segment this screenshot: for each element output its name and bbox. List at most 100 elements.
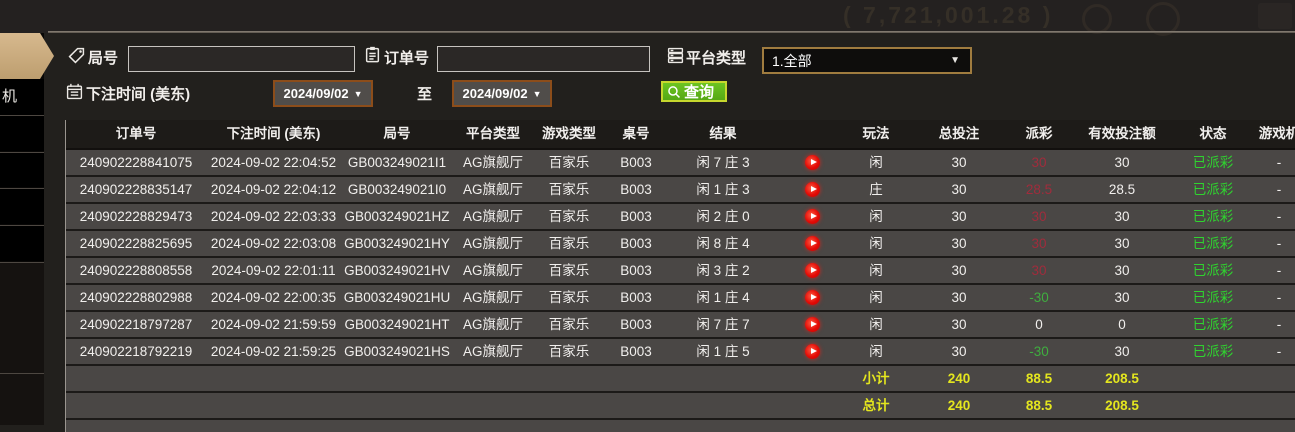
date-from-value: 2024/09/02 <box>283 86 349 101</box>
table-row: 240902228825695 2024-09-02 22:03:08 GB0032… <box>66 231 1295 258</box>
cell-play <box>779 204 845 229</box>
play-video-icon[interactable] <box>804 155 820 170</box>
cell-table-no: B003 <box>620 344 652 359</box>
cell-total-bet: 30 <box>951 236 967 251</box>
header-platform-type: 平台类型 <box>466 126 520 141</box>
cell-status: 已派彩 <box>1192 155 1234 170</box>
sidebar-item[interactable]: 机 <box>0 79 44 115</box>
header-total-bet: 总投注 <box>938 126 980 141</box>
date-from-picker[interactable]: 2024/09/02 ▼ <box>273 80 373 107</box>
faint-coin-icon <box>1082 4 1112 34</box>
sidebar-item-active[interactable] <box>0 33 54 79</box>
platform-type-select[interactable]: 1.全部 ▼ <box>762 47 972 74</box>
order-input[interactable] <box>437 46 650 72</box>
query-button-label: 查询 <box>684 84 715 101</box>
header-round-no: 局号 <box>383 126 411 141</box>
query-button[interactable]: 查询 <box>661 81 727 102</box>
cell-round-no: GB003249021HZ <box>344 209 450 224</box>
cell-play-type: 闲 <box>869 263 883 278</box>
cell-status: 已派彩 <box>1192 317 1234 332</box>
cell-payout: 0 <box>1035 317 1043 332</box>
sidebar-item[interactable] <box>0 152 44 187</box>
sidebar-item[interactable] <box>0 225 44 261</box>
cell-round-no: GB003249021I1 <box>347 155 447 170</box>
cell-result: 闲 7 庄 7 <box>696 317 750 332</box>
cell-table-no: B003 <box>620 182 652 197</box>
cell-result: 闲 1 庄 5 <box>696 344 750 359</box>
cell-total-bet: 30 <box>951 182 967 197</box>
table-row: 240902218792219 2024-09-02 21:59:25 GB0032… <box>66 339 1295 366</box>
chevron-down-icon: ▼ <box>950 55 960 66</box>
cell-play-type: 闲 <box>869 317 883 332</box>
cell-total-bet: 240 <box>947 371 971 386</box>
cell-result <box>667 366 779 391</box>
cell-platform-type: AG旗舰厅 <box>462 236 523 251</box>
cell-game-type: 百家乐 <box>548 344 590 359</box>
cell-bet-time: 2024-09-02 21:59:25 <box>210 344 337 359</box>
cell-game-type: 百家乐 <box>548 236 590 251</box>
cell-play <box>779 393 845 418</box>
play-video-icon[interactable] <box>804 317 820 332</box>
cell-payout: 30 <box>1031 263 1047 278</box>
cell-total-bet: 30 <box>951 155 967 170</box>
play-video-icon[interactable] <box>804 209 820 224</box>
cell-status: 已派彩 <box>1192 182 1234 197</box>
cell-order-no: 240902218792219 <box>79 344 193 359</box>
table-row: 240902228841075 2024-09-02 22:04:52 GB0032… <box>66 150 1295 177</box>
platform-type-value: 1.全部 <box>772 52 812 69</box>
calendar-icon <box>66 83 83 100</box>
divider <box>0 373 44 374</box>
sidebar-item[interactable] <box>0 115 44 151</box>
cell-order-no <box>66 393 206 418</box>
round-input[interactable] <box>128 46 355 72</box>
cell-game-type: 百家乐 <box>548 263 590 278</box>
cell-bet-time: 2024-09-02 22:01:11 <box>211 263 336 278</box>
play-video-icon[interactable] <box>804 236 820 251</box>
cell-platform-type: AG旗舰厅 <box>462 209 523 224</box>
cell-play <box>779 177 845 202</box>
cell-order-no: 240902228829473 <box>79 209 193 224</box>
cell-order-no: 240902228808558 <box>79 263 193 278</box>
cell-order-no <box>66 366 206 391</box>
chevron-down-icon: ▼ <box>532 88 542 99</box>
cell-round-no: GB003249021HV <box>344 263 450 278</box>
header-play <box>779 120 845 148</box>
play-video-icon[interactable] <box>804 263 820 278</box>
cell-result: 闲 8 庄 4 <box>696 236 750 251</box>
cell-game-type: 百家乐 <box>548 182 590 197</box>
cell-platform-type: AG旗舰厅 <box>462 182 523 197</box>
sidebar-item-label: 机 <box>2 88 18 105</box>
play-video-icon[interactable] <box>804 344 820 359</box>
header-divider <box>48 31 1295 33</box>
cell-play <box>779 150 845 175</box>
grand-total-row: 总计 240 88.5 208.5 <box>66 393 1295 420</box>
date-to-value: 2024/09/02 <box>462 86 528 101</box>
cell-platform-type: AG旗舰厅 <box>462 263 523 278</box>
cell-game-type: 百家乐 <box>548 290 590 305</box>
play-video-icon[interactable] <box>804 290 820 305</box>
cell-game-extra <box>1249 366 1295 391</box>
cell-game-extra: - <box>1276 155 1282 170</box>
cell-table-no: B003 <box>620 317 652 332</box>
header-status: 状态 <box>1199 126 1227 141</box>
clipboard-icon <box>364 46 381 63</box>
search-icon <box>668 85 680 98</box>
cell-bet-time: 2024-09-02 22:03:33 <box>210 209 337 224</box>
cell-bet-time: 2024-09-02 22:00:35 <box>210 290 337 305</box>
cell-total-bet: 30 <box>951 263 967 278</box>
cell-order-no: 240902228841075 <box>79 155 193 170</box>
cell-valid-bet: 30 <box>1114 263 1130 278</box>
cell-bet-time: 2024-09-02 22:04:12 <box>210 182 337 197</box>
date-to-picker[interactable]: 2024/09/02 ▼ <box>452 80 552 107</box>
cell-status: 已派彩 <box>1192 344 1234 359</box>
cell-bet-time: 2024-09-02 22:03:08 <box>210 236 337 251</box>
cell-play-type: 小计 <box>862 371 890 386</box>
play-video-icon[interactable] <box>804 182 820 197</box>
cell-play-type: 闲 <box>869 209 883 224</box>
order-label: 订单号 <box>384 50 430 67</box>
cell-round-no <box>341 393 453 418</box>
cell-status: 已派彩 <box>1192 209 1234 224</box>
sidebar-item[interactable] <box>0 188 44 224</box>
cell-table-no <box>605 393 667 418</box>
cell-bet-time: 2024-09-02 21:59:59 <box>210 317 337 332</box>
